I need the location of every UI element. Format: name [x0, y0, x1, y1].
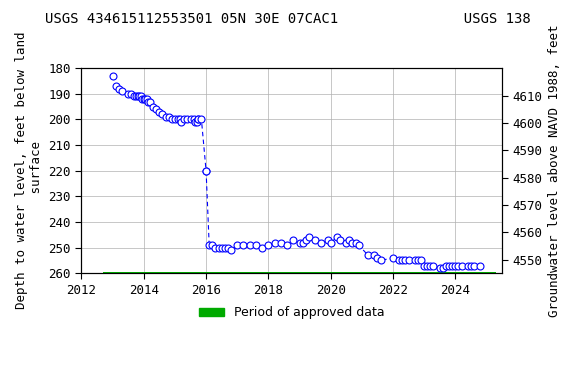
Text: USGS 434615112553501 05N 30E 07CAC1               USGS 138: USGS 434615112553501 05N 30E 07CAC1 USGS… [45, 12, 531, 25]
Y-axis label: Groundwater level above NAVD 1988, feet: Groundwater level above NAVD 1988, feet [548, 25, 561, 317]
Legend: Period of approved data: Period of approved data [194, 301, 389, 324]
Y-axis label: Depth to water level, feet below land
 surface: Depth to water level, feet below land su… [15, 32, 43, 310]
Bar [103, 272, 496, 274]
